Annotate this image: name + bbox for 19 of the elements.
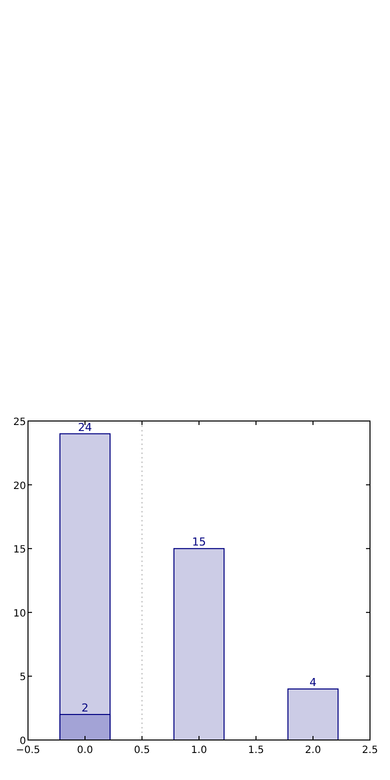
x-tick-label: 0.0 [77, 745, 93, 756]
x-tick-label: 1.5 [248, 745, 264, 756]
y-tick-label: 25 [13, 417, 26, 428]
y-tick-label: 5 [20, 672, 26, 684]
bar [173, 548, 225, 740]
data-label: 24 [78, 420, 92, 434]
x-tick-label: 0.5 [134, 745, 150, 756]
y-tick-label: 15 [13, 544, 26, 556]
bar [287, 688, 339, 740]
data-label: 15 [192, 536, 206, 549]
y-tick-label: 20 [13, 480, 26, 492]
x-tick-label: 2.5 [362, 745, 378, 756]
x-tick-label: −0.5 [16, 745, 40, 756]
data-label: 4 [310, 676, 316, 689]
y-tick-label: 10 [13, 608, 26, 620]
x-tick-label: 2.0 [305, 745, 321, 756]
data-label: 2 [82, 701, 88, 714]
y-tick-label: 0 [20, 736, 26, 747]
x-tick-label: 1.0 [191, 745, 207, 756]
